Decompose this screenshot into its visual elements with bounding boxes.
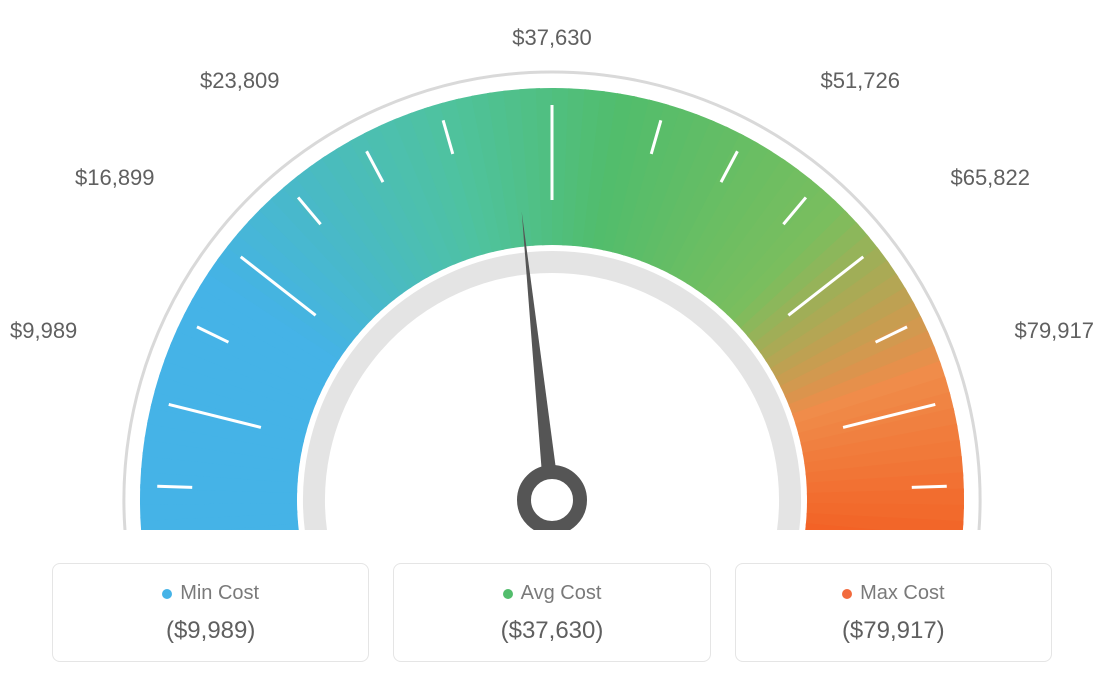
legend-min-label-wrap: Min Cost: [162, 582, 259, 605]
legend-max-label-wrap: Max Cost: [842, 582, 944, 605]
legend-dot-min: [162, 589, 172, 599]
legend-row: Min Cost ($9,989) Avg Cost ($37,630) Max…: [52, 563, 1052, 662]
gauge-tick-label: $65,822: [950, 165, 1030, 191]
legend-min-value: ($9,989): [63, 617, 358, 645]
legend-avg-value: ($37,630): [404, 617, 699, 645]
legend-dot-max: [842, 589, 852, 599]
gauge-tick-label: $9,989: [10, 318, 77, 344]
gauge-chart: $9,989 $16,899 $23,809 $37,630 $51,726 $65,82…: [0, 0, 1104, 530]
legend-max-label: Max Cost: [860, 582, 944, 605]
gauge-svg: [0, 0, 1104, 530]
legend-min-label: Min Cost: [180, 582, 259, 605]
cost-gauge-widget: $9,989 $16,899 $23,809 $37,630 $51,726 $65,82…: [0, 0, 1104, 690]
gauge-tick-label: $37,630: [512, 25, 592, 51]
legend-dot-avg: [503, 589, 513, 599]
legend-avg-label-wrap: Avg Cost: [503, 582, 602, 605]
gauge-tick-label: $51,726: [820, 68, 900, 94]
gauge-tick-label: $79,917: [1014, 318, 1094, 344]
legend-card-max: Max Cost ($79,917): [735, 563, 1052, 662]
legend-card-min: Min Cost ($9,989): [52, 563, 369, 662]
legend-avg-label: Avg Cost: [521, 582, 602, 605]
legend-max-value: ($79,917): [746, 617, 1041, 645]
legend-card-avg: Avg Cost ($37,630): [393, 563, 710, 662]
gauge-tick-label: $16,899: [75, 165, 155, 191]
gauge-tick-label: $23,809: [200, 68, 280, 94]
